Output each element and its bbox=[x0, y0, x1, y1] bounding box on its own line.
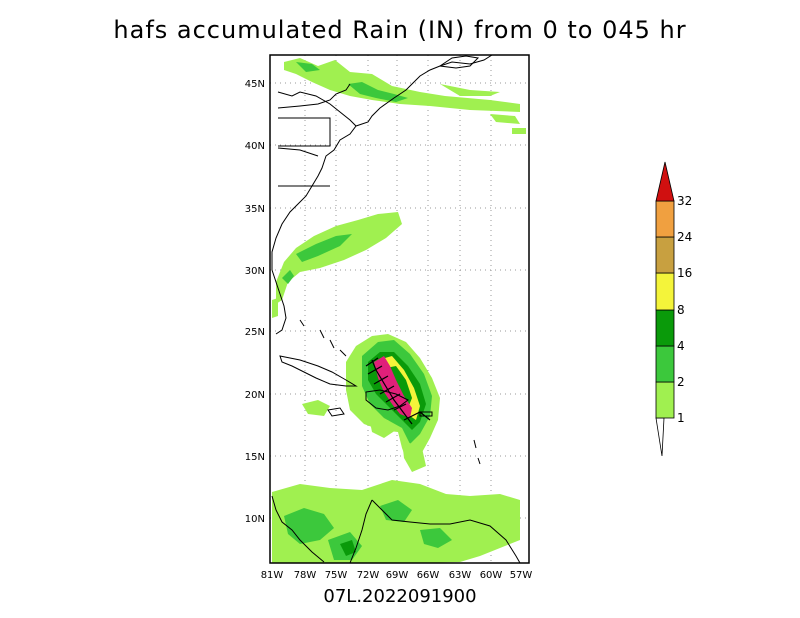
lat-label: 15N bbox=[245, 452, 265, 463]
lat-label: 30N bbox=[245, 266, 265, 277]
coastlines bbox=[271, 55, 521, 563]
colorbar-label: 1 bbox=[677, 411, 685, 425]
colorbar bbox=[655, 161, 675, 457]
lat-label: 25N bbox=[245, 327, 265, 338]
lat-label: 45N bbox=[245, 79, 265, 90]
storm-track bbox=[365, 357, 431, 425]
colorbar-tail bbox=[655, 417, 665, 457]
colorbar-label: 8 bbox=[677, 303, 685, 317]
lon-label: 81W bbox=[261, 570, 284, 581]
colorbar-swatch bbox=[655, 381, 675, 419]
colorbar-label: 32 bbox=[677, 194, 692, 208]
lon-label: 75W bbox=[325, 570, 348, 581]
lat-axis: 45N 40N 35N 30N 25N 20N 15N 10N bbox=[245, 79, 265, 525]
colorbar-swatch bbox=[655, 309, 675, 347]
lon-label: 78W bbox=[294, 570, 317, 581]
chart-title: hafs accumulated Rain (IN) from 0 to 045… bbox=[113, 16, 687, 44]
lat-label: 35N bbox=[245, 204, 265, 215]
lon-label: 66W bbox=[417, 570, 440, 581]
colorbar-swatch bbox=[655, 272, 675, 311]
lon-label: 60W bbox=[480, 570, 503, 581]
colorbar-swatch bbox=[655, 236, 675, 274]
colorbar-swatch bbox=[655, 200, 675, 238]
lat-label: 40N bbox=[245, 141, 265, 152]
map-panel bbox=[270, 55, 529, 563]
colorbar-top-arrow bbox=[655, 161, 675, 202]
rainfall-shading bbox=[272, 58, 526, 563]
lat-label: 20N bbox=[245, 390, 265, 401]
lon-label: 69W bbox=[386, 570, 409, 581]
colorbar-labels: 1 2 4 8 16 24 32 bbox=[677, 194, 692, 425]
lat-label: 10N bbox=[245, 514, 265, 525]
colorbar-label: 2 bbox=[677, 375, 685, 389]
lon-label: 57W bbox=[510, 570, 533, 581]
lon-axis: 81W 78W 75W 72W 69W 66W 63W 60W 57W bbox=[261, 570, 533, 581]
colorbar-label: 24 bbox=[677, 230, 692, 244]
colorbar-swatch bbox=[655, 345, 675, 383]
lon-label: 72W bbox=[357, 570, 380, 581]
map-frame bbox=[269, 54, 530, 564]
run-identifier: 07L.2022091900 bbox=[323, 586, 477, 607]
colorbar-label: 4 bbox=[677, 339, 685, 353]
colorbar-label: 16 bbox=[677, 266, 692, 280]
lon-label: 63W bbox=[449, 570, 472, 581]
